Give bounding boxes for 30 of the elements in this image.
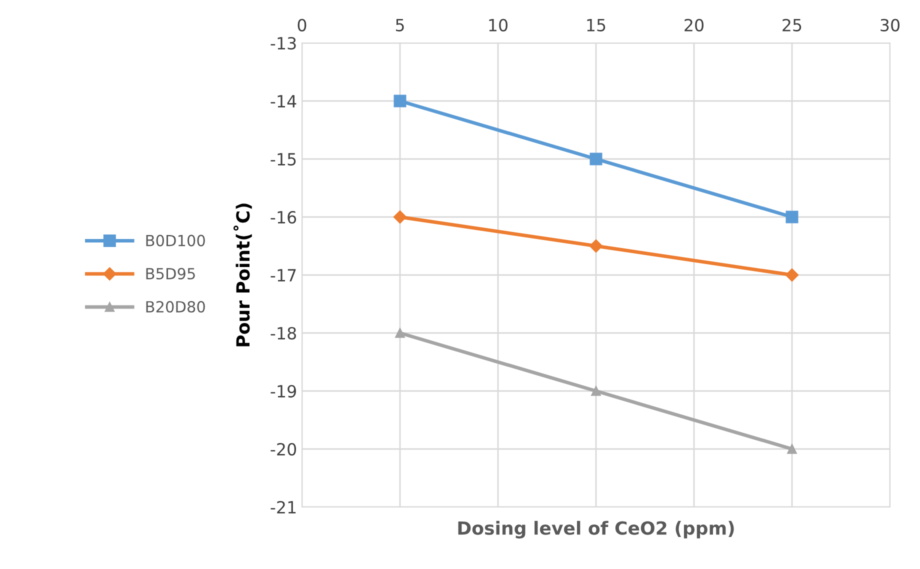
x-tick-label: 30: [880, 18, 900, 32]
x-tick-label: 5: [396, 19, 404, 32]
y-tick-label: -19: [270, 384, 296, 398]
x-tick-label: 10: [489, 18, 508, 32]
point: [786, 210, 798, 224]
point: [395, 328, 405, 338]
y-tick-label: -21: [270, 500, 296, 514]
y-tick-label: -14: [270, 95, 296, 108]
legend-label: B20D80: [146, 300, 205, 313]
x-tick-label: 20: [684, 18, 704, 32]
point: [393, 210, 407, 224]
y-tick-label: -15: [270, 153, 296, 166]
y-tick-label: -17: [270, 269, 296, 282]
point: [590, 152, 602, 166]
legend-label: B5D95: [146, 268, 195, 280]
x-tick-label: 0: [298, 18, 306, 32]
point: [787, 444, 797, 454]
y-tick-label: -20: [270, 442, 296, 456]
point: [394, 94, 406, 108]
y-axis-title: Pour Point(˚C): [233, 204, 252, 346]
point: [785, 268, 799, 282]
point: [591, 386, 601, 396]
x-tick-label: 25: [782, 18, 802, 32]
point: [589, 239, 603, 253]
y-tick-label: -13: [270, 36, 296, 50]
x-tick-label: 15: [587, 19, 606, 32]
y-tick-label: -18: [270, 326, 296, 340]
y-tick-label: -16: [270, 210, 296, 224]
x-axis-title: Dosing level of CeO2 (ppm): [458, 520, 734, 539]
legend-label: B0D100: [146, 234, 205, 246]
